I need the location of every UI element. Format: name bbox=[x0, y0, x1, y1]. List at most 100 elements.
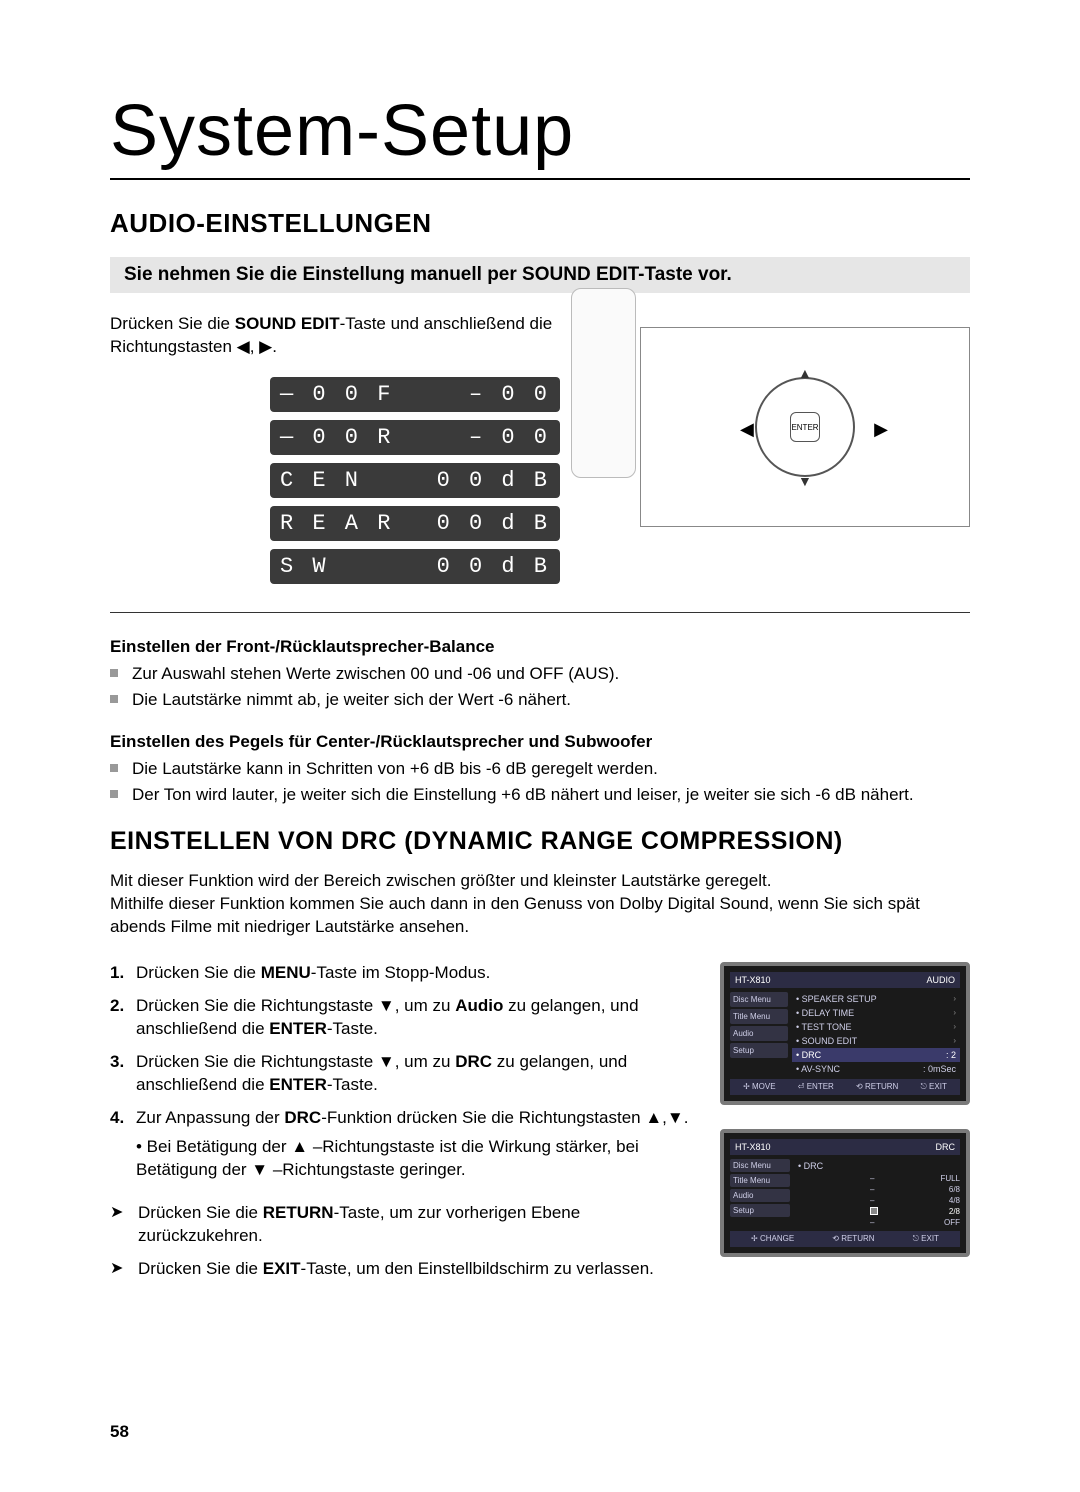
lcd-and-remote-block: ENTER ▲ ▼ ◀ ▶ — 0 0 F – 0 0 — 0 0 R – 0 … bbox=[110, 377, 970, 584]
text-bold: Audio bbox=[455, 996, 503, 1015]
osd-label: • SPEAKER SETUP bbox=[796, 994, 877, 1004]
osd-side-item: Setup bbox=[730, 1043, 788, 1058]
osd-label: • AV-SYNC bbox=[796, 1064, 840, 1074]
chevron-right-icon: › bbox=[953, 994, 956, 1004]
osd-header: HT-X810 DRC bbox=[730, 1139, 960, 1155]
text: Mit dieser Funktion wird der Bereich zwi… bbox=[110, 871, 771, 890]
step-item: Drücken Sie die MENU-Taste im Stopp-Modu… bbox=[110, 962, 692, 985]
text: Drücken Sie die bbox=[138, 1259, 263, 1278]
text-bold: ENTER bbox=[269, 1019, 327, 1038]
drc-intro: Mit dieser Funktion wird der Bereich zwi… bbox=[110, 870, 970, 939]
osd-value: : 2 bbox=[946, 1050, 956, 1060]
text: Drücken Sie die bbox=[136, 963, 261, 982]
text-bold: MENU bbox=[261, 963, 311, 982]
osd-label: • SOUND EDIT bbox=[796, 1036, 857, 1046]
text: Drücken Sie die bbox=[138, 1203, 263, 1222]
tick-mark: – bbox=[870, 1218, 874, 1227]
osd-label: • DRC bbox=[798, 1161, 823, 1171]
enter-button: ENTER bbox=[790, 412, 820, 442]
drc-heading: EINSTELLEN VON DRC (DYNAMIC RANGE COMPRE… bbox=[110, 827, 970, 856]
lcd-row: C E N 0 0 d B bbox=[270, 463, 560, 498]
osd-foot-item: ✢ CHANGE bbox=[751, 1234, 794, 1244]
osd-title-left: HT-X810 bbox=[735, 1142, 771, 1152]
osd-body: Disc Menu Title Menu Audio Setup • SPEAK… bbox=[730, 992, 960, 1076]
text: Drücken Sie die bbox=[110, 314, 235, 333]
osd-side-item: Audio bbox=[730, 1189, 790, 1202]
text: Mithilfe dieser Funktion kommen Sie auch… bbox=[110, 894, 920, 936]
tick-label: 2/8 bbox=[949, 1207, 960, 1216]
drc-tick: –6/8 bbox=[870, 1184, 960, 1195]
lcd-left: S W bbox=[280, 554, 329, 579]
lcd-right: 0 0 d B bbox=[437, 554, 550, 579]
osd-main: • SPEAKER SETUP› • DELAY TIME› • TEST TO… bbox=[792, 992, 960, 1076]
text: Drücken Sie die Richtungstaste ▼, um zu bbox=[136, 996, 455, 1015]
lcd-row: R E A R 0 0 d B bbox=[270, 506, 560, 541]
osd-title-left: HT-X810 bbox=[735, 975, 771, 985]
pointer-item: Drücken Sie die EXIT-Taste, um den Einst… bbox=[110, 1258, 692, 1281]
arrow-left-icon: ◀ bbox=[740, 419, 754, 440]
divider bbox=[110, 612, 970, 613]
chevron-right-icon: › bbox=[953, 1022, 956, 1032]
text-bold: DRC bbox=[284, 1108, 321, 1127]
lcd-left: R E A R bbox=[280, 511, 393, 536]
lcd-row: — 0 0 F – 0 0 bbox=[270, 377, 560, 412]
pointer-item: Drücken Sie die RETURN-Taste, um zur vor… bbox=[110, 1202, 692, 1248]
step-sub-bullet: • Bei Betätigung der ▲ –Richtungstaste i… bbox=[136, 1136, 692, 1182]
tick-mark: – bbox=[870, 1174, 874, 1183]
text: Zur Anpassung der bbox=[136, 1108, 284, 1127]
tick-label: 6/8 bbox=[949, 1185, 960, 1194]
chevron-right-icon: › bbox=[953, 1036, 956, 1046]
osd-audio-menu: HT-X810 AUDIO Disc Menu Title Menu Audio… bbox=[720, 962, 970, 1105]
drc-tick: – OFF bbox=[870, 1217, 960, 1228]
instruction-bar: Sie nehmen Sie die Einstellung manuell p… bbox=[110, 257, 970, 293]
osd-row: • TEST TONE› bbox=[792, 1020, 960, 1034]
text-bold: ENTER bbox=[269, 1075, 327, 1094]
list-item: Zur Auswahl stehen Werte zwischen 00 und… bbox=[110, 663, 970, 686]
osd-foot-item: ⎋ EXIT bbox=[921, 1082, 947, 1092]
osd-foot-item: ⎋ EXIT bbox=[913, 1234, 939, 1244]
osd-main: • DRC –FULL –6/8 –4/8 2/8 –OFF bbox=[794, 1159, 960, 1228]
text-bold: EXIT bbox=[263, 1259, 301, 1278]
lcd-right: – 0 0 bbox=[469, 382, 550, 407]
tick-mark: – bbox=[870, 1196, 874, 1205]
text: -Taste, um den Einstellbildschirm zu ver… bbox=[301, 1259, 654, 1278]
page-title: System-Setup bbox=[110, 90, 970, 180]
text-bold: SOUND EDIT bbox=[235, 314, 340, 333]
text: -Funktion drücken Sie die Richtungstaste… bbox=[321, 1108, 688, 1127]
text: -Taste. bbox=[327, 1075, 378, 1094]
list-item: Der Ton wird lauter, je weiter sich die … bbox=[110, 784, 970, 807]
osd-footer: ✢ CHANGE ⟲ RETURN ⎋ EXIT bbox=[730, 1231, 960, 1247]
drc-marker-icon bbox=[870, 1207, 878, 1215]
steps-list: Drücken Sie die MENU-Taste im Stopp-Modu… bbox=[110, 962, 692, 1182]
osd-foot-item: ⏎ ENTER bbox=[798, 1082, 834, 1092]
tick-label: OFF bbox=[944, 1218, 960, 1227]
page-number: 58 bbox=[110, 1422, 129, 1442]
osd-side-menu: Disc Menu Title Menu Audio Setup bbox=[730, 1159, 790, 1228]
arrow-right-icon: ▶ bbox=[874, 419, 888, 440]
audio-settings-heading: AUDIO-EINSTELLUNGEN bbox=[110, 208, 970, 239]
osd-row: • DELAY TIME› bbox=[792, 1006, 960, 1020]
drc-tick: – 4/8 bbox=[870, 1195, 960, 1206]
step-item: Zur Anpassung der DRC-Funktion drücken S… bbox=[110, 1107, 692, 1182]
remote-illustration: ENTER ▲ ▼ ◀ ▶ bbox=[640, 327, 970, 527]
osd-row: • SOUND EDIT › bbox=[792, 1034, 960, 1048]
drc-scale: –FULL –6/8 –4/8 2/8 –OFF bbox=[870, 1173, 960, 1228]
lcd-right: – 0 0 bbox=[469, 425, 550, 450]
text: -Taste im Stopp-Modus. bbox=[311, 963, 491, 982]
osd-footer: ✢ MOVE ⏎ ENTER ⟲ RETURN ⎋ EXIT bbox=[730, 1079, 960, 1095]
tick-label: 4/8 bbox=[949, 1196, 960, 1205]
osd-label: • DELAY TIME bbox=[796, 1008, 854, 1018]
osd-side-item: Setup bbox=[730, 1204, 790, 1217]
osd-side-item: Title Menu bbox=[730, 1009, 788, 1024]
balance-list: Zur Auswahl stehen Werte zwischen 00 und… bbox=[110, 663, 970, 712]
osd-side-menu: Disc Menu Title Menu Audio Setup bbox=[730, 992, 788, 1076]
lcd-left: — 0 0 R bbox=[280, 425, 393, 450]
osd-row: • SPEAKER SETUP › bbox=[792, 992, 960, 1006]
osd-side-item: Title Menu bbox=[730, 1174, 790, 1187]
lcd-display-list: — 0 0 F – 0 0 — 0 0 R – 0 0 C E N 0 0 d … bbox=[270, 377, 560, 584]
osd-side-item: Disc Menu bbox=[730, 992, 788, 1007]
osd-foot-item: ✢ MOVE bbox=[743, 1082, 775, 1092]
text: Drücken Sie die Richtungstaste ▼, um zu bbox=[136, 1052, 455, 1071]
osd-title-right: DRC bbox=[936, 1142, 956, 1152]
osd-drc-menu: HT-X810 DRC Disc Menu Title Menu Audio S… bbox=[720, 1129, 970, 1257]
